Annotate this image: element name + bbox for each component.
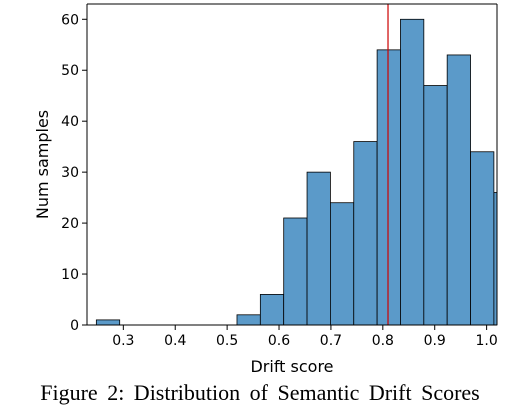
histogram-chart: 0.3 0.4 0.5 0.6 0.7 0.8 0.9 1.0 0 10 20 30 40 50 60 D… xyxy=(33,3,498,376)
x-tick-label: 0.5 xyxy=(216,333,238,349)
histogram-bar xyxy=(236,314,261,326)
histogram-bar xyxy=(283,217,308,326)
histogram-bar xyxy=(400,18,425,326)
histogram-bar xyxy=(306,171,331,326)
histogram-bar xyxy=(353,141,378,326)
histogram-bar xyxy=(470,151,495,326)
y-tick-label: 50 xyxy=(61,63,79,79)
histogram-bar xyxy=(259,294,285,326)
histogram-bar xyxy=(423,85,448,326)
histogram-bars xyxy=(95,18,498,326)
y-tick-label: 30 xyxy=(61,165,79,181)
x-axis-ticks: 0.3 0.4 0.5 0.6 0.7 0.8 0.9 1.0 xyxy=(112,325,498,349)
y-tick-label: 10 xyxy=(61,267,79,283)
x-axis-label: Drift score xyxy=(250,357,333,376)
x-tick-label: 0.3 xyxy=(112,333,134,349)
histogram-bar xyxy=(95,319,121,326)
x-tick-label: 0.8 xyxy=(372,333,394,349)
histogram-bar xyxy=(330,202,355,326)
x-tick-label: 0.6 xyxy=(268,333,290,349)
y-tick-label: 20 xyxy=(61,216,79,232)
y-axis-ticks: 0 10 20 30 40 50 60 xyxy=(61,12,87,334)
y-tick-label: 60 xyxy=(61,12,79,28)
figure-caption: Figure 2: Distribution of Semantic Drift… xyxy=(40,380,480,405)
histogram-bar xyxy=(376,49,401,326)
x-tick-label: 0.7 xyxy=(320,333,342,349)
x-tick-label: 1.0 xyxy=(475,333,497,349)
x-tick-label: 0.9 xyxy=(424,333,446,349)
histogram-bar xyxy=(446,54,471,326)
axes xyxy=(86,3,498,326)
x-tick-label: 0.4 xyxy=(164,333,186,349)
y-axis-label: Num samples xyxy=(33,110,52,219)
y-tick-label: 40 xyxy=(61,114,79,130)
y-tick-label: 0 xyxy=(70,318,79,334)
